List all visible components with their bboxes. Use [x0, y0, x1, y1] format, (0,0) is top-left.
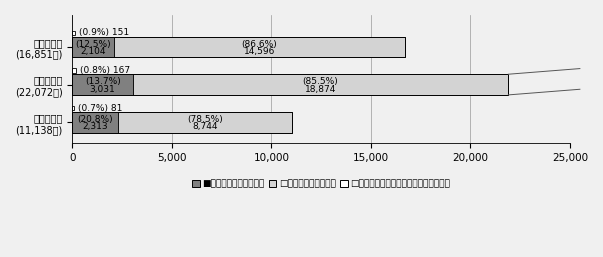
- Bar: [72, 31, 75, 35]
- Text: (0.9%) 151: (0.9%) 151: [80, 28, 130, 37]
- Text: (86.6%): (86.6%): [242, 40, 277, 49]
- Bar: [72, 112, 119, 133]
- Bar: [72, 68, 76, 73]
- Text: (0.7%) 81: (0.7%) 81: [78, 104, 122, 113]
- Text: 18,874: 18,874: [305, 85, 336, 94]
- Text: 14,596: 14,596: [244, 47, 275, 56]
- Bar: [115, 36, 405, 57]
- Text: 8,744: 8,744: [193, 122, 218, 131]
- Text: (78.5%): (78.5%): [188, 115, 223, 124]
- Text: (20.8%): (20.8%): [78, 115, 113, 124]
- Bar: [133, 74, 508, 95]
- Text: 3,031: 3,031: [90, 85, 116, 94]
- Text: (13.7%): (13.7%): [85, 77, 121, 86]
- Text: 2,104: 2,104: [81, 47, 106, 56]
- Text: 2,313: 2,313: [83, 122, 109, 131]
- Text: (85.5%): (85.5%): [303, 77, 338, 86]
- Bar: [72, 36, 115, 57]
- Text: (12.5%): (12.5%): [75, 40, 111, 49]
- Bar: [119, 112, 292, 133]
- Legend: ■広聴部門で対応・回答, □担当部で対応・回答, □関係各部への送付（見解依頼を含む）: ■広聴部門で対応・回答, □担当部で対応・回答, □関係各部への送付（見解依頼を…: [189, 176, 453, 192]
- Bar: [72, 74, 133, 95]
- Bar: [72, 106, 74, 110]
- Text: (0.8%) 167: (0.8%) 167: [80, 66, 130, 75]
